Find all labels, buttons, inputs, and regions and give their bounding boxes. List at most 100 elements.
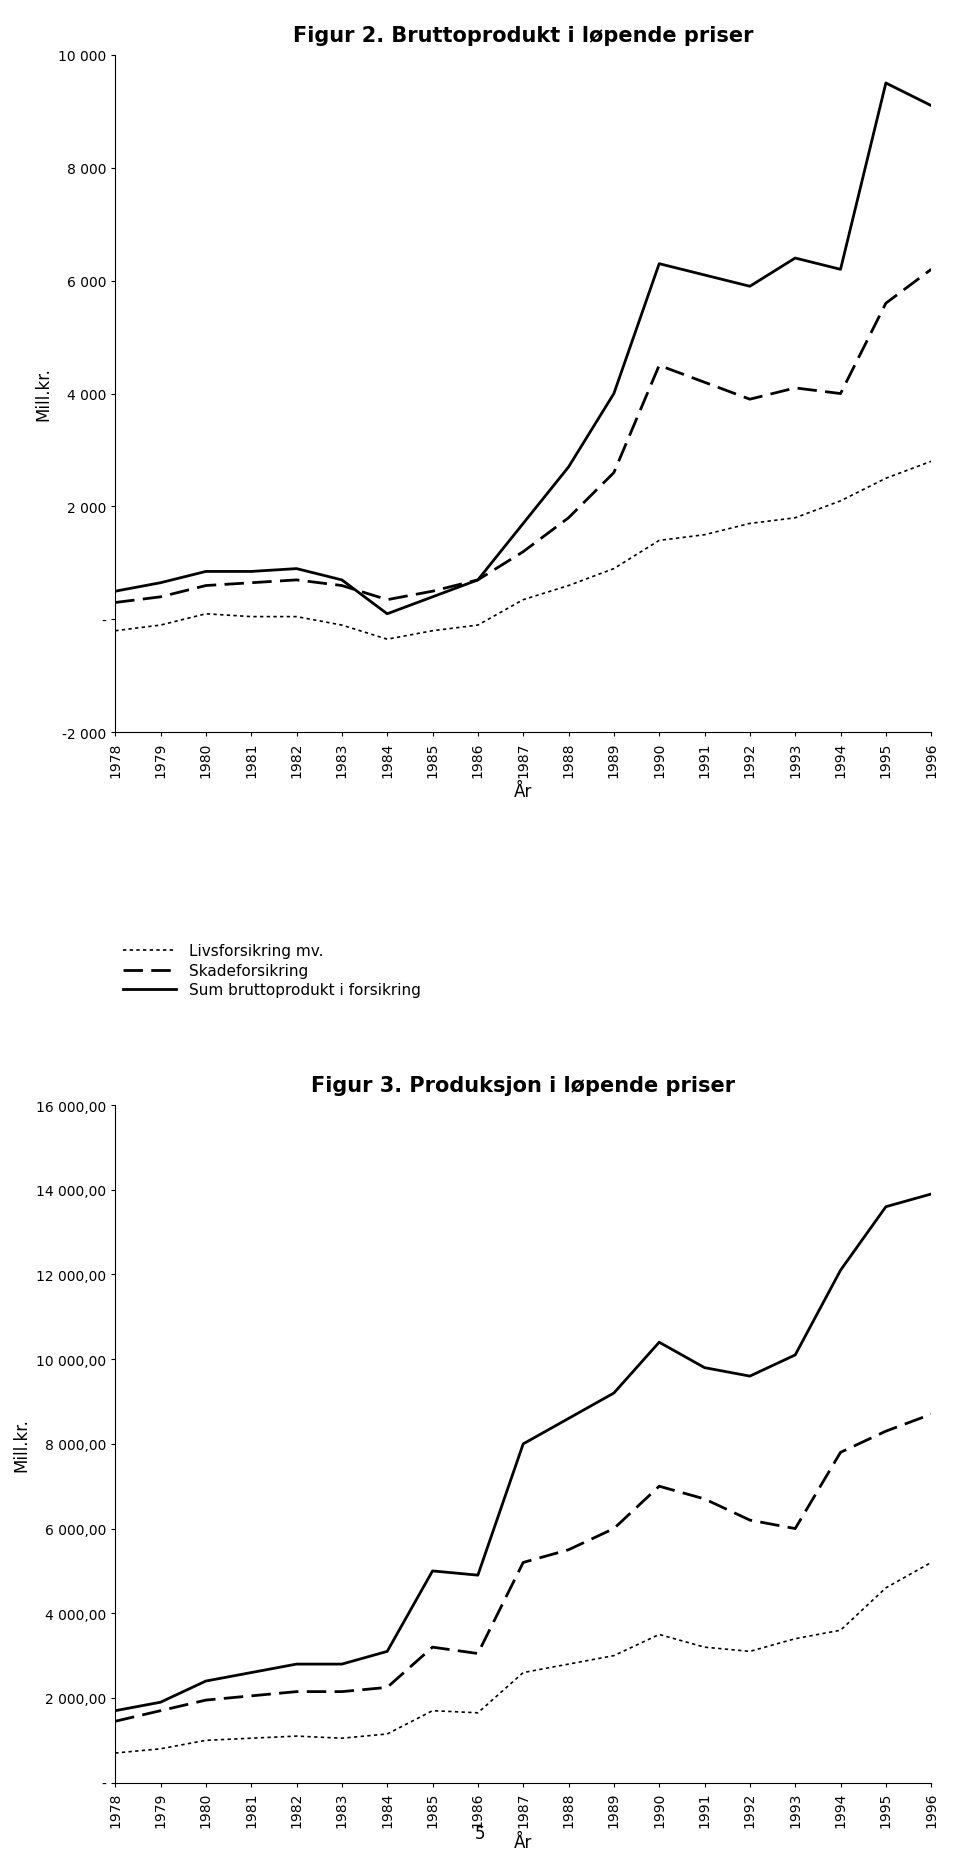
Livsforsikring mv. <box>381 630 393 652</box>
Livsforsikring mv. <box>835 1619 847 1642</box>
Livsforsikring mv. <box>789 1627 801 1649</box>
Sum bruttoprodukt i forsikring <box>608 383 619 405</box>
Livsforsikring mv. <box>381 1723 393 1746</box>
Skadeforsikring <box>654 1474 665 1497</box>
Line: Skadeforsikring: Skadeforsikring <box>115 269 931 604</box>
Skadeforsikring <box>880 1421 892 1443</box>
Livsforsikring mv. <box>291 1725 302 1747</box>
Skadeforsikring <box>744 388 756 410</box>
Skadeforsikring <box>517 1551 529 1573</box>
Skadeforsikring <box>336 576 348 598</box>
Sum bruttoprodukt i forsikring <box>789 247 801 269</box>
Livsforsikring mv. <box>563 576 574 598</box>
Sum produksjon <box>336 1653 348 1675</box>
Skadeforsikring <box>291 1681 302 1703</box>
Sum bruttoprodukt i forsikring <box>654 253 665 275</box>
Skadeforsikring <box>880 293 892 316</box>
Livsforsikring mv. <box>291 605 302 628</box>
Skadeforsikring <box>472 1642 484 1664</box>
Livsforsikring mv. <box>427 1699 439 1721</box>
Livsforsikring mv. <box>517 1662 529 1684</box>
Livsforsikring mv. <box>925 451 937 474</box>
Livsforsikring mv. <box>880 1577 892 1599</box>
Skadeforsikring <box>427 581 439 604</box>
Skadeforsikring <box>246 572 257 594</box>
Sum produksjon <box>200 1669 211 1692</box>
Line: Sum bruttoprodukt i forsikring: Sum bruttoprodukt i forsikring <box>115 84 931 615</box>
Sum produksjon <box>563 1408 574 1430</box>
Sum bruttoprodukt i forsikring <box>744 277 756 299</box>
Y-axis label: Mill.kr.: Mill.kr. <box>35 368 53 422</box>
Livsforsikring mv. <box>654 1623 665 1645</box>
Sum bruttoprodukt i forsikring <box>699 266 710 288</box>
Sum bruttoprodukt i forsikring <box>880 72 892 95</box>
Skadeforsikring <box>789 377 801 399</box>
Livsforsikring mv. <box>155 1738 166 1760</box>
Livsforsikring mv. <box>336 1727 348 1749</box>
Skadeforsikring <box>654 355 665 377</box>
Skadeforsikring <box>200 1690 211 1712</box>
Skadeforsikring <box>835 1441 847 1463</box>
Skadeforsikring <box>789 1517 801 1539</box>
Sum bruttoprodukt i forsikring <box>517 513 529 535</box>
Sum produksjon <box>517 1434 529 1456</box>
Sum bruttoprodukt i forsikring <box>427 587 439 609</box>
Title: Figur 2. Bruttoprodukt i løpende priser: Figur 2. Bruttoprodukt i løpende priser <box>293 26 754 46</box>
Skadeforsikring <box>608 462 619 485</box>
Livsforsikring mv. <box>109 620 121 643</box>
Skadeforsikring <box>563 507 574 529</box>
Sum bruttoprodukt i forsikring <box>291 559 302 581</box>
Livsforsikring mv. <box>200 1729 211 1751</box>
Skadeforsikring <box>563 1539 574 1562</box>
Sum produksjon <box>744 1365 756 1387</box>
Skadeforsikring <box>109 592 121 615</box>
Livsforsikring mv. <box>472 615 484 637</box>
Livsforsikring mv. <box>200 604 211 626</box>
Livsforsikring mv. <box>744 513 756 535</box>
Sum bruttoprodukt i forsikring <box>246 561 257 583</box>
Skadeforsikring <box>246 1684 257 1707</box>
Y-axis label: Mill.kr.: Mill.kr. <box>12 1417 31 1471</box>
Sum produksjon <box>608 1382 619 1404</box>
Skadeforsikring <box>381 589 393 611</box>
Skadeforsikring <box>835 383 847 405</box>
Livsforsikring mv. <box>608 1645 619 1668</box>
Livsforsikring mv. <box>608 559 619 581</box>
Sum bruttoprodukt i forsikring <box>925 95 937 117</box>
Livsforsikring mv. <box>336 615 348 637</box>
Skadeforsikring <box>699 371 710 394</box>
Line: Livsforsikring mv.: Livsforsikring mv. <box>115 1562 931 1753</box>
X-axis label: År: År <box>514 1833 533 1851</box>
Sum bruttoprodukt i forsikring <box>835 258 847 280</box>
Livsforsikring mv. <box>699 1636 710 1658</box>
Text: 5: 5 <box>475 1824 485 1842</box>
Sum produksjon <box>789 1344 801 1367</box>
Sum produksjon <box>155 1692 166 1714</box>
Skadeforsikring <box>109 1710 121 1733</box>
Title: Figur 3. Produksjon i løpende priser: Figur 3. Produksjon i løpende priser <box>311 1075 735 1096</box>
Skadeforsikring <box>744 1510 756 1532</box>
Skadeforsikring <box>155 587 166 609</box>
Line: Sum produksjon: Sum produksjon <box>115 1194 931 1710</box>
Livsforsikring mv. <box>835 490 847 513</box>
Skadeforsikring <box>336 1681 348 1703</box>
Livsforsikring mv. <box>563 1653 574 1675</box>
Sum bruttoprodukt i forsikring <box>109 581 121 604</box>
Line: Skadeforsikring: Skadeforsikring <box>115 1415 931 1721</box>
Skadeforsikring <box>608 1517 619 1539</box>
Sum produksjon <box>291 1653 302 1675</box>
Skadeforsikring <box>381 1677 393 1699</box>
Sum produksjon <box>109 1699 121 1721</box>
Skadeforsikring <box>427 1636 439 1658</box>
Livsforsikring mv. <box>880 468 892 490</box>
Skadeforsikring <box>517 540 529 563</box>
Sum bruttoprodukt i forsikring <box>155 572 166 594</box>
Sum produksjon <box>925 1183 937 1205</box>
Sum produksjon <box>246 1662 257 1684</box>
Sum produksjon <box>427 1560 439 1582</box>
Livsforsikring mv. <box>744 1640 756 1662</box>
X-axis label: År: År <box>514 784 533 800</box>
Sum bruttoprodukt i forsikring <box>472 570 484 592</box>
Line: Livsforsikring mv.: Livsforsikring mv. <box>115 462 931 641</box>
Livsforsikring mv. <box>472 1701 484 1723</box>
